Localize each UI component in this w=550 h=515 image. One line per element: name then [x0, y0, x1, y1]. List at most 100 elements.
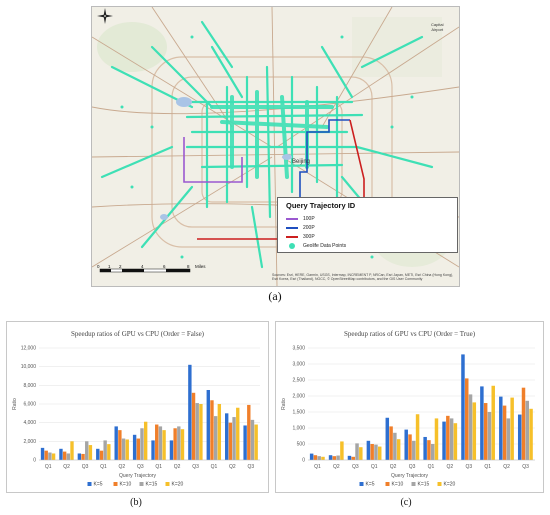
- legend-label: 100P: [303, 216, 315, 222]
- bar: [351, 456, 355, 460]
- x-tick-label: Q2: [447, 464, 454, 470]
- map-legend: Query Trajectory ID 100P 200P 300P Geoli…: [277, 197, 458, 253]
- bar: [140, 428, 144, 460]
- bar: [434, 418, 439, 460]
- chart-title: Speedup ratios of GPU vs CPU (Order = Tr…: [344, 330, 476, 338]
- y-tick-label: 6,000: [23, 402, 36, 408]
- legend-item-geolife: Geolife Data Points: [286, 243, 346, 249]
- y-tick-label: 3,000: [292, 362, 305, 368]
- bar: [136, 438, 140, 460]
- bar: [415, 414, 420, 460]
- x-tick-label: Q2: [63, 464, 70, 470]
- legend-item-200p: 200P: [286, 225, 315, 231]
- bar: [502, 405, 507, 460]
- bar: [385, 417, 390, 460]
- x-tick-label: Q1: [100, 464, 107, 470]
- x-tick-label: Q2: [119, 464, 126, 470]
- x-tick-label: Q1: [484, 464, 491, 470]
- x-tick-label: Q1: [314, 464, 321, 470]
- bar: [461, 354, 465, 460]
- caption-c: (c): [400, 497, 412, 508]
- bar: [472, 402, 477, 460]
- legend-label: K=20: [172, 482, 184, 488]
- bar: [317, 456, 321, 460]
- bar: [243, 425, 247, 460]
- legend-swatch: [165, 482, 170, 486]
- bar: [377, 446, 382, 460]
- bar: [173, 428, 177, 460]
- x-tick-label: Q1: [371, 464, 378, 470]
- y-tick-label: 12,000: [21, 346, 37, 352]
- y-tick-label: 0: [33, 458, 36, 464]
- x-tick-label: Q3: [82, 464, 89, 470]
- trajectory-100p: [183, 137, 243, 183]
- bar: [99, 450, 104, 460]
- legend-label: K=5: [94, 482, 103, 488]
- x-tick-label: Q3: [522, 464, 529, 470]
- legend-label: 200P: [303, 225, 315, 231]
- y-tick-label: 2,500: [292, 378, 305, 384]
- city-label: Beijing: [292, 159, 311, 165]
- bar: [66, 453, 71, 460]
- bar: [195, 403, 199, 460]
- bar: [254, 424, 258, 460]
- bar: [85, 441, 89, 460]
- bar: [118, 430, 122, 460]
- bar: [442, 421, 446, 460]
- legend-label: K=20: [444, 482, 456, 488]
- bar: [103, 440, 107, 460]
- bar: [430, 444, 435, 460]
- bar: [499, 396, 503, 460]
- legend-label: K=5: [366, 482, 375, 488]
- bar: [77, 453, 82, 460]
- bar: [393, 432, 397, 460]
- x-tick-label: Q1: [45, 464, 52, 470]
- x-tick-label: Q2: [390, 464, 397, 470]
- legend-swatch: [411, 482, 416, 486]
- chart-b: Speedup ratios of GPU vs CPU (Order = Fa…: [12, 330, 260, 488]
- bar: [480, 386, 484, 460]
- bar: [347, 455, 352, 460]
- bar: [158, 426, 163, 460]
- legend-swatch: [286, 236, 298, 238]
- x-tick-label: Q2: [503, 464, 510, 470]
- bar: [396, 439, 401, 460]
- legend-label: K=15: [418, 482, 430, 488]
- bar: [206, 390, 210, 460]
- bar: [355, 443, 359, 460]
- bar: [370, 444, 374, 460]
- scale-tick: 1: [108, 264, 111, 269]
- scale-unit: Miles: [195, 264, 206, 269]
- bar: [225, 413, 229, 460]
- bar: [70, 441, 74, 460]
- bar: [374, 444, 378, 460]
- y-tick-label: 0: [302, 458, 305, 464]
- legend-item-100p: 100P: [286, 216, 315, 222]
- trajectory-200p: [299, 119, 350, 197]
- x-tick-label: Q3: [137, 464, 144, 470]
- legend-label: K=15: [146, 482, 158, 488]
- bar: [449, 418, 454, 460]
- x-tick-label: Q3: [352, 464, 359, 470]
- x-tick-label: Q1: [428, 464, 435, 470]
- bar: [483, 403, 488, 460]
- bar: [366, 440, 371, 460]
- bar: [453, 423, 458, 460]
- legend-swatch: [113, 482, 118, 486]
- y-axis-title: Ratio: [12, 398, 18, 410]
- bar: [40, 447, 45, 460]
- bar: [125, 439, 129, 460]
- bar: [336, 455, 340, 460]
- legend-title: Query Trajectory ID: [286, 201, 356, 210]
- airport-label: Capital Airport: [431, 22, 443, 32]
- bar: [228, 422, 233, 460]
- legend-swatch: [385, 482, 390, 486]
- bar: [423, 436, 427, 460]
- x-tick-label: Q2: [333, 464, 340, 470]
- bar: [96, 448, 100, 460]
- scale-tick: 2: [119, 264, 122, 269]
- bar: [217, 404, 222, 460]
- bar: [132, 434, 137, 460]
- bar: [332, 456, 337, 460]
- bar: [359, 447, 363, 460]
